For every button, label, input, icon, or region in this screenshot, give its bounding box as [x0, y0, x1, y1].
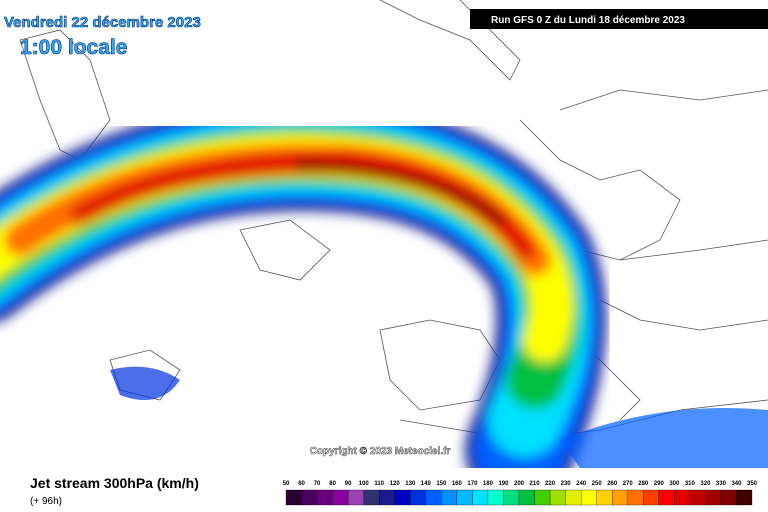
legend-label: 320	[700, 481, 711, 487]
legend-swatch	[332, 489, 349, 506]
legend-swatch	[549, 489, 566, 506]
legend-label: 160	[452, 481, 463, 487]
legend-label: 330	[716, 481, 727, 487]
legend-label: 110	[374, 481, 384, 487]
footer-subtitle: (+ 96h)	[30, 496, 62, 507]
legend-label: 150	[436, 481, 447, 487]
footer-title: Jet stream 300hPa (km/h)	[30, 475, 199, 491]
legend-swatch	[736, 489, 753, 506]
legend-label: 290	[654, 481, 665, 487]
legend-swatch	[456, 489, 473, 506]
time-label: 1:00 locale	[20, 36, 127, 59]
legend-swatch	[689, 489, 706, 506]
legend-label: 310	[685, 481, 696, 487]
run-label: Run GFS 0 Z du Lundi 18 décembre 2023	[491, 15, 685, 26]
legend-swatch	[363, 489, 380, 506]
legend-swatch	[472, 489, 489, 506]
legend-swatch	[379, 489, 395, 506]
legend-label: 130	[405, 481, 416, 487]
legend-label: 190	[498, 481, 509, 487]
legend-label: 90	[345, 481, 352, 487]
legend-label: 350	[747, 481, 758, 487]
legend-label: 210	[530, 481, 541, 487]
legend-label: 240	[576, 481, 587, 487]
legend-swatch	[316, 489, 333, 506]
legend-label: 250	[592, 481, 603, 487]
legend-swatch	[643, 489, 659, 506]
legend-swatch	[658, 489, 675, 506]
legend-swatch	[705, 489, 722, 506]
legend-swatch	[580, 489, 597, 506]
legend-swatch	[534, 489, 551, 506]
legend-swatch	[487, 489, 504, 506]
wind-patch	[560, 408, 768, 468]
date-label: Vendredi 22 décembre 2023	[4, 14, 201, 31]
legend-swatch	[518, 489, 535, 506]
copyright: Copyright © 2023 Meteociel.fr	[310, 446, 451, 457]
legend-swatch	[565, 489, 582, 506]
color-legend: 50 60 70 80 90 100 110 120 130 140 150 160 170 180 190…	[283, 481, 758, 506]
legend-swatch	[425, 489, 442, 506]
wind-patch	[110, 366, 180, 400]
legend-label: 230	[561, 481, 572, 487]
legend-label: 220	[545, 481, 556, 487]
legend-swatch	[441, 489, 458, 506]
legend-label: 180	[483, 481, 494, 487]
legend-swatch	[394, 489, 411, 506]
legend-label: 300	[669, 481, 680, 487]
legend-label: 70	[314, 481, 321, 487]
legend-label: 270	[623, 481, 634, 487]
run-box	[470, 9, 768, 29]
jet-stream	[0, 100, 607, 505]
legend-swatch	[301, 489, 318, 506]
legend-label: 80	[329, 481, 336, 487]
legend-label: 200	[514, 481, 525, 487]
legend-label: 340	[731, 481, 742, 487]
legend-label: 60	[298, 481, 305, 487]
legend-swatch	[285, 489, 302, 506]
legend-label: 100	[359, 481, 370, 487]
legend-label: 120	[390, 481, 401, 487]
legend-swatch	[596, 489, 613, 506]
legend-label: 280	[638, 481, 649, 487]
legend-swatch	[720, 489, 737, 506]
legend-swatch	[612, 489, 628, 506]
legend-swatch	[503, 489, 520, 506]
legend-swatch	[674, 489, 691, 506]
legend-label: 50	[283, 481, 290, 487]
legend-label: 170	[467, 481, 478, 487]
legend-swatch	[627, 489, 644, 506]
legend-swatch	[410, 489, 426, 506]
legend-label: 140	[421, 481, 432, 487]
legend-swatch	[347, 489, 364, 506]
legend-label: 260	[607, 481, 618, 487]
